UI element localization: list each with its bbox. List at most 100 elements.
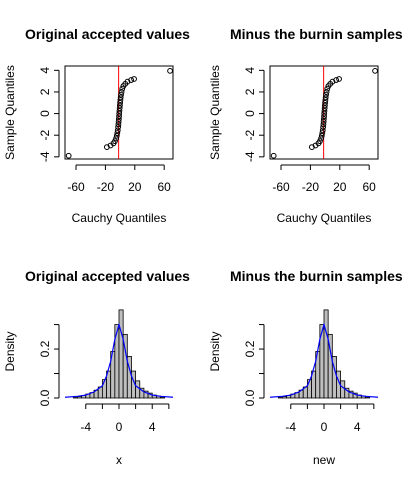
y-tick-label: 0.2: [243, 340, 257, 357]
data-point: [118, 89, 125, 95]
chart-title: Minus the burnin samples: [230, 268, 403, 284]
data-point: [167, 67, 173, 74]
data-point: [320, 118, 327, 125]
data-point: [320, 116, 327, 122]
data-point: [324, 85, 331, 92]
x-axis-label: new: [313, 453, 335, 467]
data-point: [131, 76, 137, 82]
x-tick-label: 4: [354, 420, 361, 434]
x-tick-label: 20: [128, 180, 142, 194]
y-tick-label: 4: [38, 67, 52, 74]
data-point: [322, 97, 329, 103]
data-point: [317, 138, 323, 145]
chart-title: Original accepted values: [25, 26, 190, 42]
x-tick-label: 60: [158, 180, 172, 194]
data-point: [321, 113, 327, 120]
density-curve: [269, 322, 379, 398]
data-point: [323, 89, 330, 95]
data-point: [321, 102, 328, 109]
data-point: [113, 135, 119, 142]
density-curve: [64, 322, 174, 398]
y-tick-label: -2: [38, 130, 52, 141]
y-tick-label: 0.0: [38, 389, 52, 406]
data-point: [321, 110, 328, 117]
histogram-bar: [101, 379, 107, 399]
x-axis-label: Cauchy Quantiles: [72, 211, 167, 225]
histogram-bar: [118, 309, 124, 399]
y-tick-label: 0.0: [243, 389, 257, 406]
data-point: [320, 121, 327, 128]
data-point: [115, 118, 122, 125]
histogram-bar: [306, 379, 312, 399]
data-point: [336, 76, 342, 82]
y-tick-label: -2: [243, 130, 257, 141]
x-tick-label: -60: [272, 180, 290, 194]
data-point: [322, 94, 329, 101]
data-point: [323, 91, 329, 98]
data-point: [372, 67, 378, 74]
data-point: [320, 124, 327, 130]
data-point: [333, 77, 340, 83]
data-point: [114, 130, 121, 136]
y-tick-label: 0: [38, 110, 52, 117]
histogram-bar: [135, 380, 141, 399]
data-point: [321, 105, 328, 112]
data-point: [128, 77, 135, 83]
data-point: [117, 97, 124, 103]
x-axis-label: x: [116, 453, 122, 467]
data-point: [319, 130, 326, 136]
x-tick-label: 60: [363, 180, 377, 194]
data-point: [113, 132, 120, 139]
data-point: [115, 121, 122, 128]
panel-3: Original accepted values 0.0 0.2 -4 0 4 x Densi…: [3, 268, 190, 467]
data-point: [270, 152, 277, 159]
y-tick-label: -4: [38, 151, 52, 162]
data-point: [116, 110, 123, 117]
data-point: [322, 99, 329, 106]
y-tick-label: 4: [243, 67, 257, 74]
data-point: [318, 132, 325, 139]
panel-4: Minus the burnin samples 0.0 0.2 -4 0 4 new Den…: [208, 268, 403, 467]
data-point: [116, 105, 123, 112]
data-point: [318, 135, 324, 142]
data-point: [112, 138, 118, 145]
data-point: [116, 102, 123, 109]
x-tick-label: 20: [333, 180, 347, 194]
y-axis-label: Density: [208, 331, 222, 371]
y-tick-label: 2: [38, 88, 52, 95]
x-tick-label: -20: [302, 180, 320, 194]
x-tick-label: -4: [80, 420, 91, 434]
x-tick-label: 4: [149, 420, 156, 434]
histogram-bar: [323, 309, 329, 399]
data-point: [117, 94, 124, 101]
y-axis-label: Sample Quantiles: [3, 65, 17, 160]
data-point: [115, 124, 122, 130]
data-point: [65, 152, 72, 159]
x-axis-label: Cauchy Quantiles: [277, 211, 372, 225]
x-tick-label: 0: [321, 420, 328, 434]
data-point: [116, 107, 123, 114]
y-axis-label: Density: [3, 331, 17, 371]
data-point: [319, 127, 326, 134]
data-point: [321, 107, 328, 114]
x-tick-label: -20: [97, 180, 115, 194]
x-tick-label: -60: [67, 180, 85, 194]
data-point: [119, 85, 126, 92]
x-tick-label: 0: [116, 420, 123, 434]
data-point: [117, 99, 124, 106]
y-tick-label: 2: [243, 88, 257, 95]
x-tick-label: -4: [285, 420, 296, 434]
chart-title: Minus the burnin samples: [230, 26, 403, 42]
histogram-bar: [340, 380, 346, 399]
y-axis-label: Sample Quantiles: [208, 65, 222, 160]
data-point: [116, 113, 122, 120]
data-point: [114, 127, 121, 134]
y-tick-label: -4: [243, 151, 257, 162]
y-tick-label: 0.2: [38, 340, 52, 357]
y-tick-label: 0: [243, 110, 257, 117]
chart-title: Original accepted values: [25, 268, 190, 284]
data-point: [115, 116, 122, 122]
